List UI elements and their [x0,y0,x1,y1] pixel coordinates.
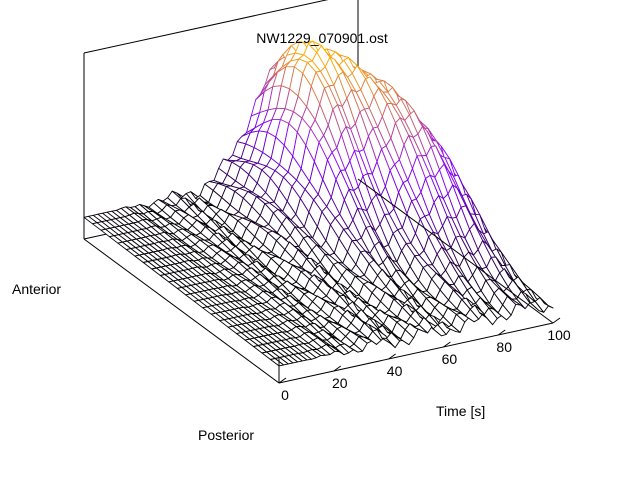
x-tick-label: 80 [496,339,512,355]
x-tick: 60 [442,341,458,367]
x-tick: 80 [496,329,512,355]
y-axis-label-bottom: Posterior [198,427,254,443]
surface-cell [539,297,554,309]
x-tick: 40 [387,353,403,379]
x-tick-label: 100 [547,327,571,343]
x-tick-label: 20 [332,375,348,391]
tick-mark [278,377,287,384]
x-axis-label: Time [s] [436,403,485,419]
x-tick: 100 [547,317,571,343]
tick-mark [333,365,342,372]
y-axis-label-top: Anterior [12,281,61,297]
box-edge [278,322,554,384]
surface-mesh [83,40,554,367]
x-axis-ticks: 0 20 40 60 80 100 [278,317,571,403]
chart-title: NW1229_070901.ost [256,30,388,46]
tick-mark [443,341,451,348]
x-tick-label: 0 [281,387,289,403]
tick-mark [552,317,561,324]
tick-mark [388,353,396,360]
box-edge [357,178,554,324]
box-edge [83,238,280,384]
x-tick: 0 [278,377,289,403]
plot-box-front [278,178,554,384]
x-tick: 20 [332,365,348,391]
x-tick-label: 60 [442,351,458,367]
x-tick-label: 40 [387,363,403,379]
box-edge [83,0,329,54]
tick-mark [497,329,506,336]
